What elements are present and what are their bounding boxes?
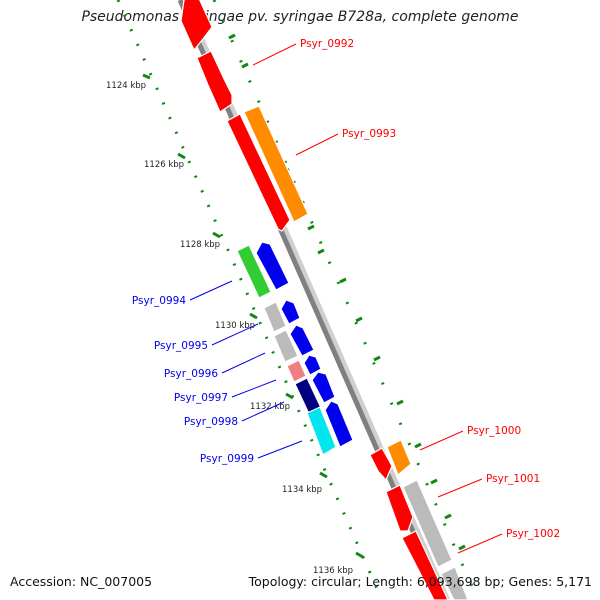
callout-line-psyr-1002 [457,533,503,554]
gene-psyr-0998-block[interactable] [311,371,336,404]
tick-mark [177,152,186,160]
gene-psyr-0991-block[interactable] [180,0,213,52]
gene-psyr-0992-block[interactable] [196,50,233,113]
gene-label-psyr-1001[interactable]: Psyr_1001 [486,473,540,485]
gene-label-psyr-0997[interactable]: Psyr_0997 [174,392,228,404]
gene-label-psyr-0993[interactable]: Psyr_0993 [342,128,396,140]
callout-line-psyr-0995 [211,323,259,346]
tick-mark [319,471,328,479]
gene-psyr-1000-cog-block [386,439,412,476]
gene-psyr-1000-block[interactable] [369,447,393,482]
callout-line-psyr-0994 [189,280,233,301]
gene-label-psyr-0996[interactable]: Psyr_0996 [164,368,218,380]
gene-psyr-0999-cog-block [306,406,337,456]
gene-label-psyr-0994[interactable]: Psyr_0994 [132,295,186,307]
tick-label: 1136 kbp [313,566,353,576]
tick-mark [355,551,364,559]
tick-mark [444,513,452,520]
tick-mark [430,478,438,485]
callout-line-psyr-0998 [241,401,285,422]
callout-line-psyr-1001 [437,478,483,498]
gene-label-psyr-0995[interactable]: Psyr_0995 [154,340,208,352]
tick-label: 1132 kbp [250,402,290,412]
callout-line-psyr-1000 [419,430,464,451]
genome-summary-text: Topology: circular; Length: 6,093,698 bp… [248,574,592,589]
tick-mark [396,399,404,406]
gene-psyr-0995-block[interactable] [280,299,301,325]
tick-mark [317,248,325,255]
callout-line-psyr-0999 [257,440,303,459]
tick-layer: 1124 kbp 1126 kbp 1128 kbp 1130 kbp 1132 kbp… [106,33,466,576]
gene-psyr-0996-cog-block [273,329,299,363]
callout-line-psyr-0993 [295,133,339,156]
tick-mark [228,33,236,40]
gene-psyr-0997-cog-block [286,359,307,383]
gene-label-psyr-1002[interactable]: Psyr_1002 [506,528,560,540]
gene-psyr-1001-cog-block [402,479,453,568]
tick-label: 1128 kbp [180,240,220,250]
reverse-features [236,241,354,456]
callout-line-psyr-0992 [252,43,297,66]
tick-label: 1126 kbp [144,160,184,170]
tick-mark [212,231,221,239]
gene-label-psyr-1000[interactable]: Psyr_1000 [467,425,521,437]
tick-mark [307,224,315,231]
tick-mark [142,73,151,80]
tick-mark [373,355,381,362]
tick-mark [241,62,249,69]
tick-label: 1130 kbp [215,321,255,331]
gene-psyr-1002-block[interactable] [401,530,449,600]
tick-mark [285,392,294,400]
tick-label: 1134 kbp [282,485,322,495]
gene-psyr-1002-cog-block [440,566,469,600]
gene-psyr-0993-block[interactable] [226,113,291,232]
label-layer: Psyr_0992 Psyr_0993 Psyr_0994 Psyr_0995 Psyr… [132,38,560,554]
forward-features [180,0,469,600]
gene-psyr-0994-cog-block [236,244,272,299]
gene-psyr-0999-block[interactable] [324,400,354,448]
gene-label-psyr-0998[interactable]: Psyr_0998 [184,416,238,428]
tick-mark [458,544,466,551]
gene-psyr-0993-cog-block [243,105,309,223]
tick-mark [414,442,422,449]
tick-mark [249,312,258,320]
gene-psyr-0997-block[interactable] [303,354,322,376]
tick-mark [355,316,363,323]
gene-psyr-0998-cog-block [294,377,323,417]
callout-line-psyr-0997 [231,379,277,398]
tick-label: 1124 kbp [106,81,146,91]
gene-psyr-0994-block[interactable] [255,241,290,291]
gene-psyr-1001-block[interactable] [385,484,414,532]
outer-dotted-ring [212,0,480,600]
gene-label-psyr-0992[interactable]: Psyr_0992 [300,38,354,50]
accession-text: Accession: NC_007005 [10,574,153,589]
tick-mark [339,277,347,284]
callout-line-psyr-0996 [221,352,266,374]
gene-psyr-0995-cog-block [263,301,287,333]
gene-psyr-0996-block[interactable] [289,324,315,357]
gene-label-psyr-0999[interactable]: Psyr_0999 [200,453,254,465]
